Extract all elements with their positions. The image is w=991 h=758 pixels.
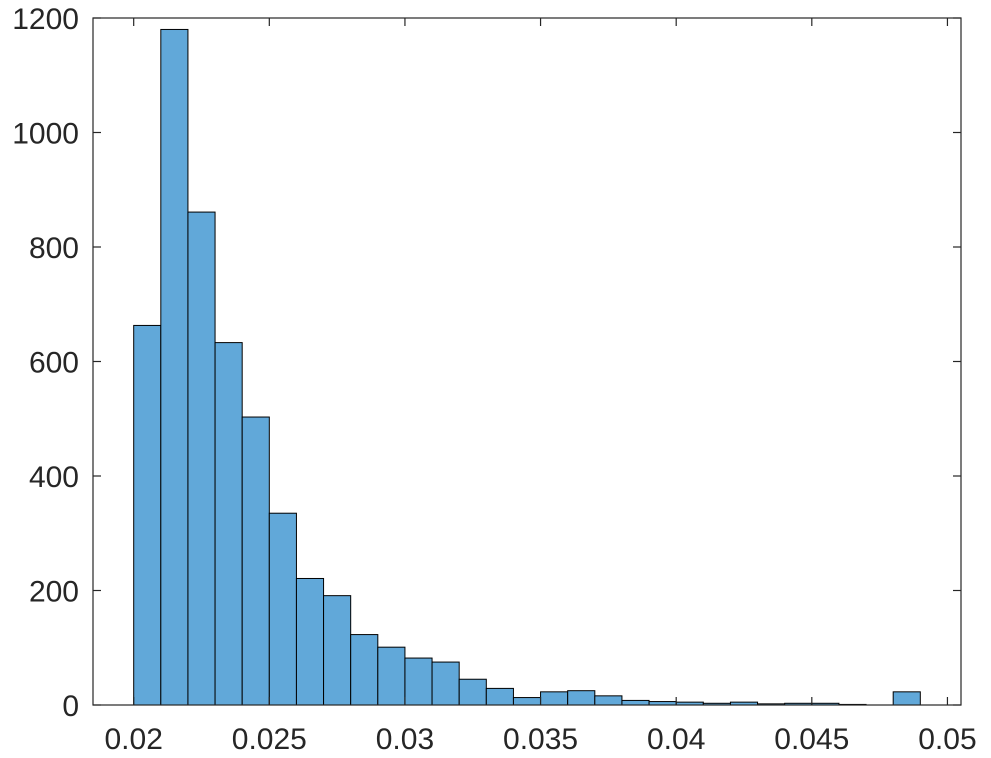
ticks-group xyxy=(93,17,961,706)
histogram-bar xyxy=(241,416,270,706)
bars-group xyxy=(133,28,921,706)
histogram-bar xyxy=(512,697,542,706)
histogram-bar xyxy=(133,324,162,706)
y-tick-label: 1200 xyxy=(12,3,79,36)
y-tick-labels: 0 200 400 600 800 1000 1200 xyxy=(12,3,79,723)
y-tick-label: 200 xyxy=(29,576,79,609)
histogram-bar xyxy=(431,661,460,706)
histogram-bar xyxy=(621,699,650,706)
histogram-bar xyxy=(404,657,433,706)
x-tick-label: 0.03 xyxy=(376,723,434,756)
histogram-bar xyxy=(458,678,487,706)
y-tick-label: 600 xyxy=(29,347,79,380)
histogram-bar xyxy=(214,342,243,706)
histogram-bar xyxy=(540,691,569,706)
x-tick-label: 0.05 xyxy=(918,723,976,756)
histogram-bar xyxy=(485,687,514,706)
x-tick-label: 0.045 xyxy=(774,723,849,756)
x-tick-label: 0.02 xyxy=(104,723,162,756)
histogram-bar xyxy=(594,695,623,706)
histogram-bar xyxy=(567,690,596,706)
x-tick-label: 0.04 xyxy=(647,723,705,756)
x-tick-label: 0.025 xyxy=(232,723,307,756)
histogram-bar xyxy=(377,646,406,706)
x-tick-label: 0.035 xyxy=(503,723,578,756)
histogram-bar xyxy=(268,512,297,706)
histogram-bar xyxy=(350,634,379,706)
x-tick-labels: 0.02 0.025 0.03 0.035 0.04 0.045 0.05 xyxy=(104,723,976,756)
histogram-bar xyxy=(187,211,216,706)
histogram-bar xyxy=(323,595,352,706)
y-tick-label: 0 xyxy=(62,690,79,723)
y-tick-label: 800 xyxy=(29,232,79,265)
y-tick-label: 400 xyxy=(29,461,79,494)
y-tick-label: 1000 xyxy=(12,118,79,151)
histogram-bar xyxy=(892,691,921,706)
histogram-bar xyxy=(160,28,189,706)
histogram-bar xyxy=(295,577,325,706)
